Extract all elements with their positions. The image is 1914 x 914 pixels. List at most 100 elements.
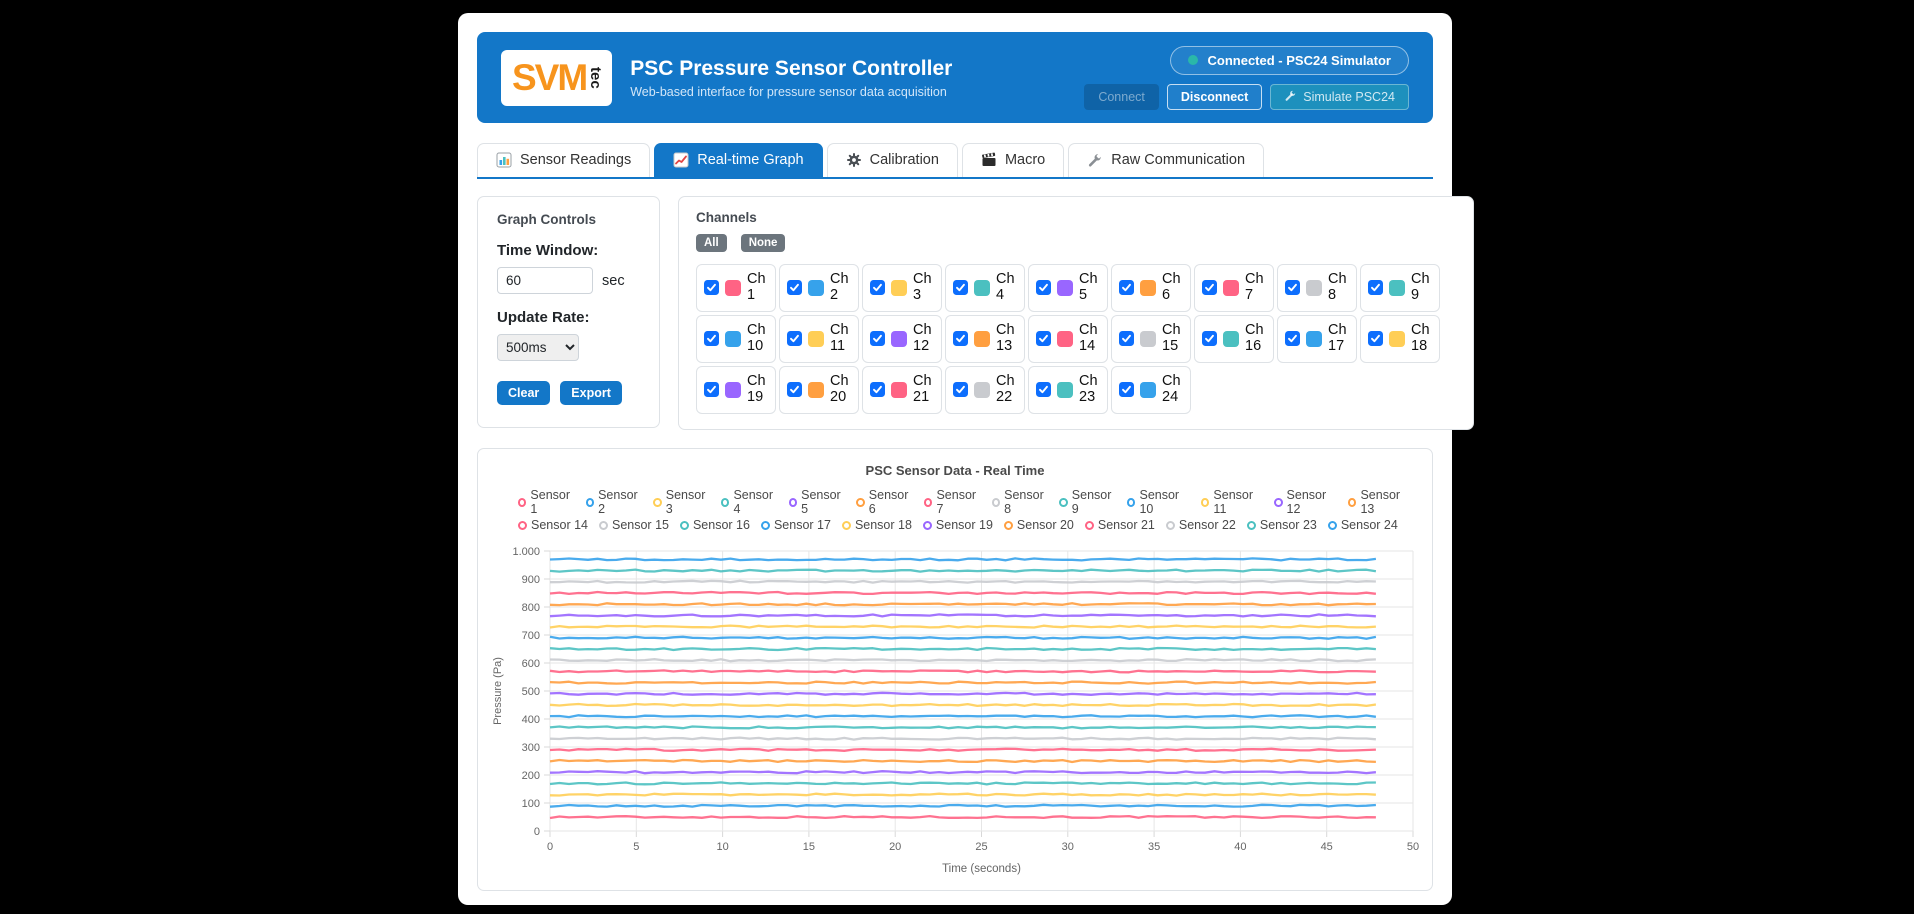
channel-card-12[interactable]: Ch 12 bbox=[862, 314, 942, 363]
legend-ring-icon bbox=[721, 497, 730, 507]
channel-checkbox[interactable] bbox=[870, 280, 885, 296]
legend-item-3[interactable]: Sensor 3 bbox=[653, 488, 710, 516]
channels-all-button[interactable]: All bbox=[696, 234, 727, 252]
legend-item-19[interactable]: Sensor 19 bbox=[922, 518, 993, 532]
disconnect-button[interactable]: Disconnect bbox=[1166, 83, 1263, 110]
legend-item-5[interactable]: Sensor 5 bbox=[788, 488, 846, 516]
channel-card-14[interactable]: Ch 14 bbox=[1028, 314, 1108, 363]
channel-card-4[interactable]: Ch 4 bbox=[945, 264, 1025, 312]
channel-card-21[interactable]: Ch 21 bbox=[862, 365, 942, 414]
clear-button[interactable]: Clear bbox=[497, 381, 551, 405]
svg-text:600: 600 bbox=[522, 658, 540, 670]
legend-item-11[interactable]: Sensor 11 bbox=[1200, 488, 1263, 516]
channel-card-9[interactable]: Ch 9 bbox=[1360, 264, 1440, 312]
channel-label: Ch 22 bbox=[996, 372, 1015, 405]
channel-checkbox[interactable] bbox=[1285, 280, 1300, 296]
legend-item-9[interactable]: Sensor 9 bbox=[1059, 488, 1116, 516]
legend-item-1[interactable]: Sensor 1 bbox=[518, 488, 575, 516]
channel-card-1[interactable]: Ch 1 bbox=[696, 264, 776, 312]
channel-checkbox[interactable] bbox=[787, 382, 802, 398]
channel-card-2[interactable]: Ch 2 bbox=[779, 264, 859, 312]
channel-card-11[interactable]: Ch 11 bbox=[779, 314, 859, 363]
channel-card-23[interactable]: Ch 23 bbox=[1028, 365, 1108, 414]
channel-checkbox[interactable] bbox=[1119, 382, 1134, 398]
legend-item-6[interactable]: Sensor 6 bbox=[856, 488, 913, 516]
channel-grid: Ch 1 Ch 2 Ch 3 Ch 4 Ch 5 Ch 6 Ch 7 Ch 8 Ch 9 Ch 1… bbox=[696, 264, 1456, 414]
channel-card-3[interactable]: Ch 3 bbox=[862, 264, 942, 312]
legend-item-4[interactable]: Sensor 4 bbox=[721, 488, 778, 516]
legend-item-17[interactable]: Sensor 17 bbox=[760, 518, 831, 532]
legend-item-18[interactable]: Sensor 18 bbox=[841, 518, 912, 532]
legend-item-24[interactable]: Sensor 24 bbox=[1327, 518, 1398, 532]
channel-checkbox[interactable] bbox=[1036, 382, 1051, 398]
channel-checkbox[interactable] bbox=[787, 280, 802, 296]
legend-item-20[interactable]: Sensor 20 bbox=[1003, 518, 1074, 532]
channel-card-18[interactable]: Ch 18 bbox=[1360, 314, 1440, 363]
legend-item-21[interactable]: Sensor 21 bbox=[1084, 518, 1155, 532]
tab-macro[interactable]: Macro bbox=[961, 143, 1065, 177]
tab-sensor-readings[interactable]: Sensor Readings bbox=[477, 143, 651, 177]
export-button[interactable]: Export bbox=[560, 381, 622, 405]
tab-raw-communication[interactable]: Raw Communication bbox=[1068, 143, 1265, 177]
legend-item-8[interactable]: Sensor 8 bbox=[991, 488, 1049, 516]
channel-card-6[interactable]: Ch 6 bbox=[1111, 264, 1191, 312]
legend-item-23[interactable]: Sensor 23 bbox=[1246, 518, 1317, 532]
channel-checkbox[interactable] bbox=[1119, 331, 1134, 347]
channel-label: Ch 17 bbox=[1328, 321, 1347, 354]
series-11-line bbox=[549, 702, 1377, 707]
legend-item-2[interactable]: Sensor 2 bbox=[585, 488, 643, 516]
series-1-line bbox=[549, 814, 1376, 819]
channel-card-22[interactable]: Ch 22 bbox=[945, 365, 1025, 414]
channel-checkbox[interactable] bbox=[1368, 280, 1383, 296]
channel-checkbox[interactable] bbox=[1119, 280, 1134, 296]
channel-checkbox[interactable] bbox=[1368, 331, 1383, 347]
channel-checkbox[interactable] bbox=[704, 331, 719, 347]
legend-item-14[interactable]: Sensor 14 bbox=[518, 518, 588, 532]
legend-item-12[interactable]: Sensor 12 bbox=[1274, 488, 1337, 516]
channel-card-24[interactable]: Ch 24 bbox=[1111, 365, 1191, 414]
legend-item-10[interactable]: Sensor 10 bbox=[1127, 488, 1190, 516]
channel-checkbox[interactable] bbox=[1202, 280, 1217, 296]
legend-item-16[interactable]: Sensor 16 bbox=[679, 518, 750, 532]
channel-color-swatch bbox=[1223, 330, 1239, 347]
legend-ring-icon bbox=[585, 497, 595, 507]
channel-card-19[interactable]: Ch 19 bbox=[696, 365, 776, 414]
channel-card-15[interactable]: Ch 15 bbox=[1111, 314, 1191, 363]
channel-card-7[interactable]: Ch 7 bbox=[1194, 264, 1274, 312]
update-rate-select[interactable]: 500ms bbox=[497, 334, 579, 361]
series-17-line bbox=[549, 635, 1377, 640]
channel-card-10[interactable]: Ch 10 bbox=[696, 314, 776, 363]
legend-item-13[interactable]: Sensor 13 bbox=[1348, 488, 1411, 516]
channel-checkbox[interactable] bbox=[787, 331, 802, 347]
channel-checkbox[interactable] bbox=[704, 280, 719, 296]
channel-checkbox[interactable] bbox=[953, 280, 968, 296]
channel-card-5[interactable]: Ch 5 bbox=[1028, 264, 1108, 312]
channels-none-button[interactable]: None bbox=[740, 234, 786, 252]
time-window-input[interactable] bbox=[497, 267, 593, 294]
legend-ring-icon bbox=[1348, 497, 1357, 507]
legend-item-7[interactable]: Sensor 7 bbox=[924, 488, 981, 516]
channel-card-16[interactable]: Ch 16 bbox=[1194, 314, 1274, 363]
channel-card-13[interactable]: Ch 13 bbox=[945, 314, 1025, 363]
tab-calibration[interactable]: Calibration bbox=[826, 143, 958, 177]
connect-button[interactable]: Connect bbox=[1084, 83, 1159, 110]
channel-checkbox[interactable] bbox=[870, 382, 885, 398]
legend-label: Sensor 13 bbox=[1360, 488, 1401, 517]
channel-label: Ch 6 bbox=[1162, 271, 1181, 303]
channel-checkbox[interactable] bbox=[1036, 280, 1051, 296]
channel-checkbox[interactable] bbox=[870, 331, 885, 347]
channel-card-17[interactable]: Ch 17 bbox=[1277, 314, 1357, 363]
channel-checkbox[interactable] bbox=[1285, 331, 1300, 347]
channel-card-20[interactable]: Ch 20 bbox=[779, 365, 859, 414]
channel-checkbox[interactable] bbox=[953, 382, 968, 398]
simulate-psc24-button[interactable]: Simulate PSC24 bbox=[1270, 83, 1409, 110]
channel-checkbox[interactable] bbox=[1202, 331, 1217, 347]
channel-checkbox[interactable] bbox=[953, 331, 968, 347]
legend-item-22[interactable]: Sensor 22 bbox=[1165, 518, 1236, 532]
channel-checkbox[interactable] bbox=[1036, 331, 1051, 347]
legend-item-15[interactable]: Sensor 15 bbox=[598, 518, 669, 532]
tab-real-time-graph[interactable]: Real-time Graph bbox=[654, 143, 823, 177]
channel-checkbox[interactable] bbox=[704, 382, 719, 398]
channel-card-8[interactable]: Ch 8 bbox=[1277, 264, 1357, 312]
channel-color-swatch bbox=[1057, 279, 1073, 296]
